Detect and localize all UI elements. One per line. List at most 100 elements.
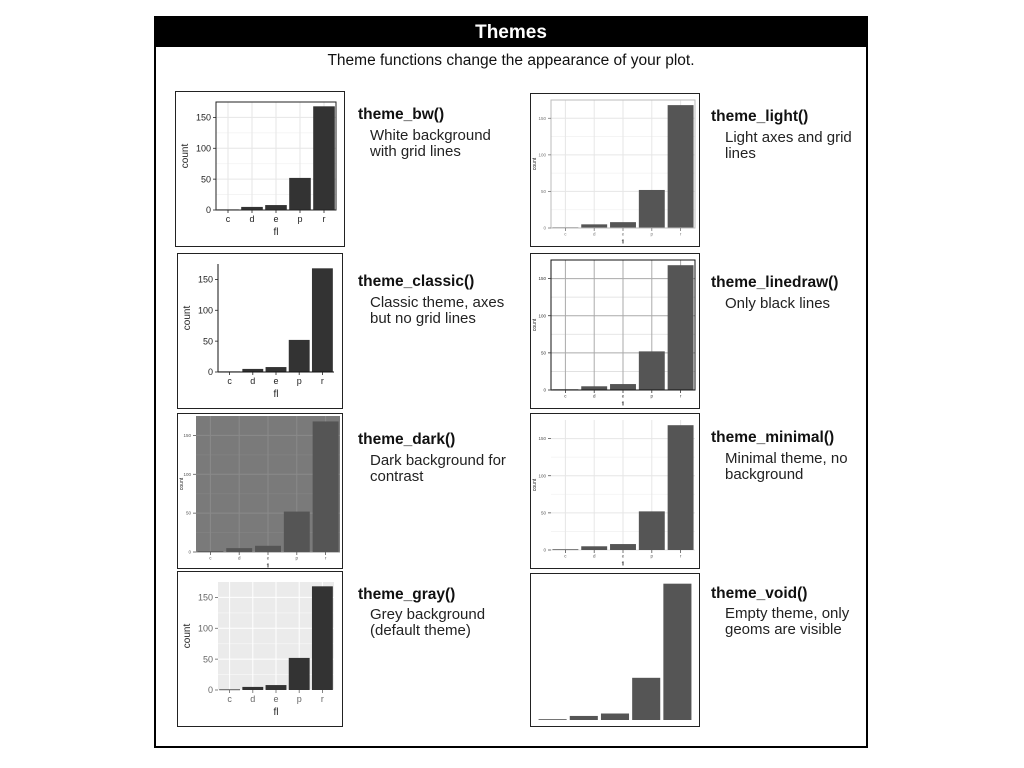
theme-description: Only black lines — [725, 295, 831, 312]
bar-r — [667, 265, 694, 390]
y-tick-label: 0 — [208, 367, 213, 377]
x-tick-label: d — [249, 214, 254, 224]
y-tick-label: 50 — [541, 510, 547, 515]
x-tick-label: r — [680, 554, 682, 559]
x-tick-label: r — [680, 232, 682, 237]
bar-p — [289, 177, 311, 210]
x-tick-label: r — [321, 376, 324, 386]
chart-linedraw: 0 50 100 150 c d e p r fl count — [532, 259, 696, 408]
x-tick-label: p — [651, 554, 654, 559]
y-tick-label: 0 — [543, 548, 546, 553]
theme-description: Minimal theme, no background — [725, 450, 848, 483]
bar-e — [600, 713, 630, 720]
x-tick-label: d — [593, 554, 596, 559]
bar-c — [197, 551, 224, 553]
y-tick-label: 0 — [206, 205, 211, 215]
y-tick-label: 150 — [196, 113, 211, 123]
x-tick-label: d — [593, 394, 596, 399]
bar-p — [638, 351, 665, 390]
bar-r — [667, 105, 694, 228]
theme-function-name: theme_minimal() — [711, 429, 835, 446]
theme-function-name: theme_bw() — [358, 106, 445, 123]
theme-function-name: theme_light() — [711, 108, 809, 125]
y-tick-label: 50 — [201, 174, 211, 184]
plot-card-minimal: 0 50 100 150 c d e p r fl count — [530, 413, 700, 569]
bar-p — [638, 189, 665, 228]
plot-card-classic: 0 50 100 150 c d e p r fl count — [177, 253, 343, 409]
y-tick-label: 150 — [183, 433, 191, 438]
y-axis-title: count — [179, 477, 185, 490]
y-tick-label: 0 — [188, 550, 191, 555]
y-axis-title: count — [532, 318, 538, 331]
x-axis-title: fl — [274, 707, 279, 718]
theme-function-name: theme_void() — [711, 585, 808, 602]
chart-minimal: 0 50 100 150 c d e p r fl count — [532, 420, 695, 568]
bar-r — [311, 586, 333, 690]
y-tick-label: 100 — [196, 143, 211, 153]
bar-p — [283, 511, 310, 552]
chart-dark: 0 50 100 150 c d e p r fl count — [179, 416, 340, 570]
x-tick-label: e — [273, 214, 278, 224]
y-tick-label: 150 — [538, 116, 546, 121]
chart-bw: 0 50 100 150 c d e p r fl count — [180, 101, 337, 238]
plot-card-light: 0 50 100 150 c d e p r fl count — [530, 93, 700, 247]
bar-c — [219, 689, 241, 691]
y-tick-label: 150 — [538, 276, 546, 281]
chart-light: 0 50 100 150 c d e p r fl count — [532, 99, 696, 246]
y-tick-label: 0 — [208, 685, 213, 695]
y-tick-label: 150 — [198, 275, 213, 285]
x-tick-label: r — [323, 214, 326, 224]
x-tick-label: p — [296, 556, 299, 561]
bar-e — [610, 544, 636, 550]
theme-description: Grey background (default theme) — [370, 606, 486, 639]
y-tick-label: 50 — [541, 350, 547, 355]
chart-void — [538, 583, 692, 720]
bar-e — [610, 222, 636, 228]
bar-d — [581, 386, 608, 390]
section-title: Themes — [156, 18, 866, 47]
y-tick-label: 100 — [198, 305, 213, 315]
y-tick-label: 100 — [538, 313, 546, 318]
y-tick-label: 50 — [203, 654, 213, 664]
bar-r — [312, 421, 339, 552]
bar-d — [569, 715, 598, 720]
theme-function-name: theme_gray() — [358, 586, 456, 603]
x-tick-label: d — [250, 376, 255, 386]
y-axis-title: count — [532, 478, 538, 491]
x-tick-label: c — [564, 554, 567, 559]
y-tick-label: 50 — [541, 189, 547, 194]
x-tick-label: e — [622, 232, 625, 237]
section-subtitle: Theme functions change the appearance of… — [327, 52, 695, 69]
plot-card-void — [530, 573, 700, 727]
theme-description: White background with grid lines — [370, 127, 491, 160]
y-tick-label: 150 — [538, 436, 546, 441]
bar-r — [663, 583, 692, 720]
y-axis-title: count — [532, 157, 538, 170]
bar-e — [265, 685, 287, 690]
plot-card-gray: 0 50 100 150 c d e p r fl count — [177, 571, 343, 727]
x-tick-label: r — [325, 556, 327, 561]
x-tick-label: r — [680, 394, 682, 399]
bar-p — [638, 511, 665, 550]
y-tick-label: 100 — [183, 472, 191, 477]
x-axis-title: fl — [274, 227, 279, 238]
bar-d — [242, 368, 264, 372]
x-tick-label: c — [227, 694, 232, 704]
bar-d — [226, 548, 253, 552]
chart-classic: 0 50 100 150 c d e p r fl count — [182, 264, 334, 400]
x-tick-label: e — [273, 376, 278, 386]
x-tick-label: c — [226, 214, 231, 224]
bar-d — [241, 206, 263, 210]
chart-gray: 0 50 100 150 c d e p r fl count — [182, 582, 334, 718]
y-tick-label: 150 — [198, 593, 213, 603]
bar-e — [265, 367, 287, 372]
bar-d — [242, 686, 264, 690]
y-tick-label: 100 — [538, 473, 546, 478]
y-tick-label: 100 — [538, 152, 546, 157]
x-tick-label: d — [250, 694, 255, 704]
x-tick-label: c — [227, 376, 232, 386]
y-tick-label: 50 — [203, 336, 213, 346]
plot-card-linedraw: 0 50 100 150 c d e p r fl count — [530, 253, 700, 409]
bar-c — [538, 719, 567, 720]
bar-d — [581, 224, 608, 228]
